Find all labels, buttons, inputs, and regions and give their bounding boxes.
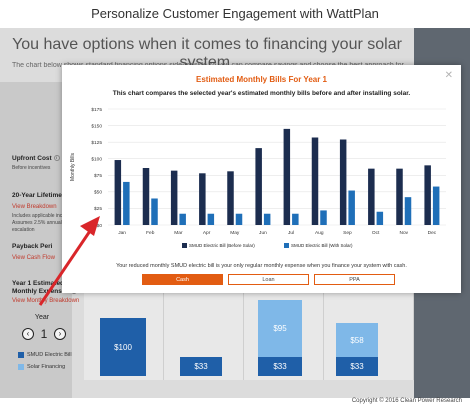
x-tick-label: May xyxy=(230,230,240,236)
y-tick-label: $175 xyxy=(91,107,102,113)
bar-before-solar xyxy=(170,170,178,225)
cash-flow-link[interactable]: View Cash Flow xyxy=(12,255,55,261)
bar-with-solar xyxy=(263,213,271,225)
monthly-breakdown-link[interactable]: View Monthly Breakdown xyxy=(12,298,80,304)
bar-with-solar xyxy=(292,213,299,225)
x-tick-label: Feb xyxy=(146,230,155,236)
bar-before-solar xyxy=(311,137,319,225)
bar-before-solar xyxy=(368,168,375,225)
y-tick-label: $25 xyxy=(94,206,102,212)
x-tick-label: Oct xyxy=(372,230,380,236)
bar-with-solar xyxy=(404,197,412,225)
year-next-button[interactable]: › xyxy=(54,328,66,340)
page-title: Personalize Customer Engagement with Wat… xyxy=(91,6,379,21)
legend-electric: SMUD Electric Bill xyxy=(18,352,72,358)
year-label: Year xyxy=(34,314,50,321)
bar-with-solar xyxy=(207,213,215,225)
y-axis-label: Monthly Bills xyxy=(70,152,76,181)
bar-before-solar xyxy=(255,148,262,225)
y-tick-label: $100 xyxy=(91,157,102,163)
bar-with-solar xyxy=(235,213,243,225)
loan-button[interactable]: Loan xyxy=(228,274,309,285)
bar-before-solar xyxy=(142,167,150,225)
upfront-cost-label: Upfront Cost i xyxy=(12,155,60,162)
bar-before-solar xyxy=(114,160,122,225)
bar-before-solar xyxy=(283,128,291,225)
x-tick-label: Jan xyxy=(118,230,126,236)
y-tick-label: $150 xyxy=(91,123,102,129)
bar-before-solar xyxy=(424,165,431,225)
lifetime-note-1: Includes applicable incentiv xyxy=(12,213,73,219)
legend-swatch xyxy=(18,364,24,370)
bar-with-solar xyxy=(123,181,130,225)
x-tick-label: Jun xyxy=(259,230,267,236)
bar-before-solar xyxy=(227,171,234,225)
payback-label: Payback Peri xyxy=(12,243,53,250)
bar-with-solar xyxy=(179,213,186,225)
monthly-expenses-label-1: Year 1 Estimated xyxy=(12,280,65,287)
legend-financing: Solar Financing xyxy=(18,364,65,370)
modal-note: Your reduced monthly SMUD electric bill … xyxy=(116,263,407,269)
other-financing-bar: $58 xyxy=(336,323,378,357)
lifetime-note-2: Assumes 2.5% annual utili xyxy=(12,220,71,226)
x-tick-label: Jul xyxy=(288,230,294,236)
ppa-button[interactable]: PPA xyxy=(314,274,395,285)
bar-with-solar xyxy=(320,210,327,225)
bar-with-solar xyxy=(376,211,384,225)
ppa-bill-bar: $33 xyxy=(258,357,302,376)
copyright: Copyright © 2016 Clean Power Research xyxy=(351,398,462,404)
lifetime-cost-label: 20-Year Lifetime Cost xyxy=(12,192,79,199)
upfront-cost-sub: Before incentives xyxy=(12,165,51,171)
legend-before: SMUD Electric Bill (Before Solar) xyxy=(182,243,255,248)
y-tick-label: $125 xyxy=(91,140,102,146)
monthly-bills-chart: $0 $25 $50 $75 $100 $125 $150 $175 Jan Feb Mar Apr… xyxy=(70,107,446,236)
other-bill-bar: $33 xyxy=(336,357,378,376)
lifetime-note-3: escalation xyxy=(12,227,35,233)
x-tick-label: Aug xyxy=(315,230,324,236)
monthly-bills-modal: Estimated Monthly Bills For Year 1 This … xyxy=(62,65,461,293)
bar-before-solar xyxy=(396,168,403,225)
legend-swatch xyxy=(18,352,24,358)
close-icon[interactable]: ✕ xyxy=(444,70,453,81)
x-tick-label: Sep xyxy=(343,230,352,236)
bar-with-solar xyxy=(151,198,158,225)
legend-after: SMUD Electric Bill (With Solar) xyxy=(284,243,353,248)
y-tick-label: $50 xyxy=(94,190,102,196)
lifetime-breakdown-link[interactable]: View Breakdown xyxy=(12,204,57,210)
cash-button[interactable]: Cash xyxy=(142,274,223,285)
x-tick-label: Apr xyxy=(203,230,211,236)
legend-swatch xyxy=(182,243,187,248)
info-icon[interactable]: i xyxy=(53,155,60,162)
ppa-financing-bar: $95 xyxy=(258,300,302,357)
cash-bill-bar: $100 xyxy=(100,318,146,376)
modal-subtitle: This chart compares the selected year's … xyxy=(112,90,411,97)
bar-before-solar xyxy=(339,139,347,225)
legend-swatch xyxy=(284,243,289,248)
modal-title: Estimated Monthly Bills For Year 1 xyxy=(196,75,327,84)
x-tick-label: Nov xyxy=(399,230,408,236)
bar-with-solar xyxy=(348,190,355,225)
bar-with-solar xyxy=(432,186,440,225)
loan-bill-bar: $33 xyxy=(180,357,222,376)
year-prev-button[interactable]: ‹ xyxy=(22,328,34,340)
year-value: 1 xyxy=(40,327,48,341)
x-tick-label: Dec xyxy=(428,230,437,236)
x-tick-label: Mar xyxy=(174,230,183,236)
y-tick-label: $0 xyxy=(97,223,103,229)
y-tick-label: $75 xyxy=(94,173,102,179)
bar-before-solar xyxy=(199,173,206,225)
year-stepper: ‹ 1 › xyxy=(22,326,66,342)
